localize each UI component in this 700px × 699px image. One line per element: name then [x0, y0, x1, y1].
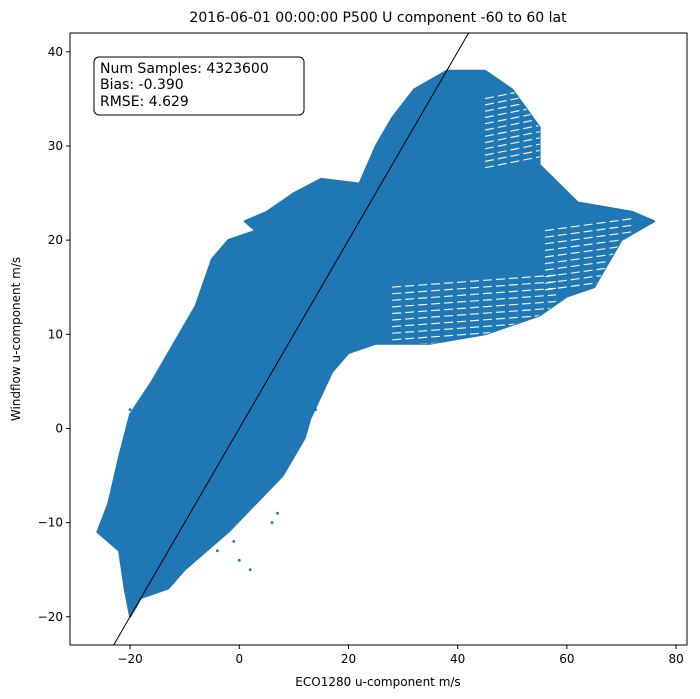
stripe-gap-line — [544, 237, 633, 251]
stats-bias: Bias: -0.390 — [100, 77, 184, 93]
stripe-gap-line — [392, 314, 557, 328]
stripe-gap-line — [484, 123, 546, 137]
stripe-gap-line — [484, 142, 546, 156]
stats-box-frame — [93, 56, 305, 116]
x-tick-label: 0 — [235, 652, 243, 666]
stats-box: Num Samples: 4323600 Bias: -0.390 RMSE: … — [93, 56, 305, 116]
x-tick-label: 20 — [341, 652, 356, 666]
data-point — [194, 530, 198, 534]
data-point — [117, 540, 121, 543]
data-point — [248, 568, 252, 572]
data-point — [276, 511, 279, 515]
stats-num-samples: Num Samples: 4323600 — [100, 61, 269, 77]
stripe-gap-line — [544, 218, 633, 232]
stripe-gap-line — [392, 307, 557, 321]
y-tick-label: 10 — [48, 327, 63, 341]
stripe-gap-line — [484, 98, 546, 112]
data-point — [303, 427, 307, 430]
data-point — [314, 408, 318, 411]
stripe-gap-line — [392, 300, 557, 315]
stripe-gap-line — [484, 148, 546, 162]
chart-title: 2016-06-01 00:00:00 P500 U component -60… — [189, 10, 567, 26]
stripe-gap-line — [544, 231, 633, 245]
data-point — [106, 530, 110, 534]
stripe-gap-line — [484, 92, 546, 106]
data-point — [139, 511, 143, 515]
data-point — [292, 408, 296, 411]
data-point — [270, 521, 274, 524]
data-point — [128, 408, 132, 411]
y-tick-label: 0 — [55, 421, 63, 435]
data-point — [172, 474, 176, 477]
stripe-gap-line — [484, 136, 546, 150]
data-point — [183, 361, 187, 364]
data-point — [259, 493, 263, 496]
stripe-gap-line — [484, 111, 546, 125]
reference-line — [113, 33, 470, 645]
stripe-gap-line — [484, 104, 546, 119]
stripe-gap-line — [392, 274, 557, 288]
x-tick-label: 40 — [450, 652, 465, 666]
data-point — [172, 398, 176, 402]
stripe-gap-line — [544, 224, 633, 238]
x-tick-label: 60 — [559, 652, 574, 666]
x-tick-label: −20 — [117, 652, 142, 666]
point-cloud — [96, 69, 656, 618]
x-axis-label: ECO1280 u-component m/s — [295, 675, 460, 689]
data-point — [205, 332, 208, 336]
data-point — [166, 361, 170, 364]
data-point — [237, 558, 241, 562]
y-tick-label: 40 — [48, 45, 63, 59]
plot-frame — [69, 32, 688, 646]
y-axis: −20 −10 0 10 20 30 40 — [38, 45, 70, 624]
plot-area — [96, 33, 656, 645]
x-axis: −20 0 20 40 60 80 — [117, 645, 684, 666]
data-point — [161, 577, 165, 581]
y-axis-label: Windflow u-component m/s — [9, 257, 23, 421]
data-point — [199, 323, 203, 327]
stripe-gap-line — [392, 287, 557, 301]
stripe-gap-line — [392, 281, 557, 295]
data-point — [188, 380, 192, 383]
x-tick-label: 80 — [668, 652, 683, 666]
data-point — [232, 540, 236, 543]
data-point — [221, 502, 225, 506]
data-point — [216, 549, 219, 553]
stripe-gap-line — [484, 117, 546, 131]
stripe-gap-line — [392, 294, 557, 308]
y-tick-label: −10 — [38, 516, 63, 530]
stripe-gap-line — [484, 155, 546, 169]
y-tick-label: 20 — [48, 233, 63, 247]
data-point — [156, 558, 159, 562]
outlier-points — [106, 323, 318, 609]
stripe-gap-line — [484, 130, 546, 144]
data-point — [177, 493, 181, 496]
y-tick-label: 30 — [48, 139, 63, 153]
stats-rmse: RMSE: 4.629 — [100, 94, 189, 110]
y-tick-label: −20 — [38, 610, 63, 624]
